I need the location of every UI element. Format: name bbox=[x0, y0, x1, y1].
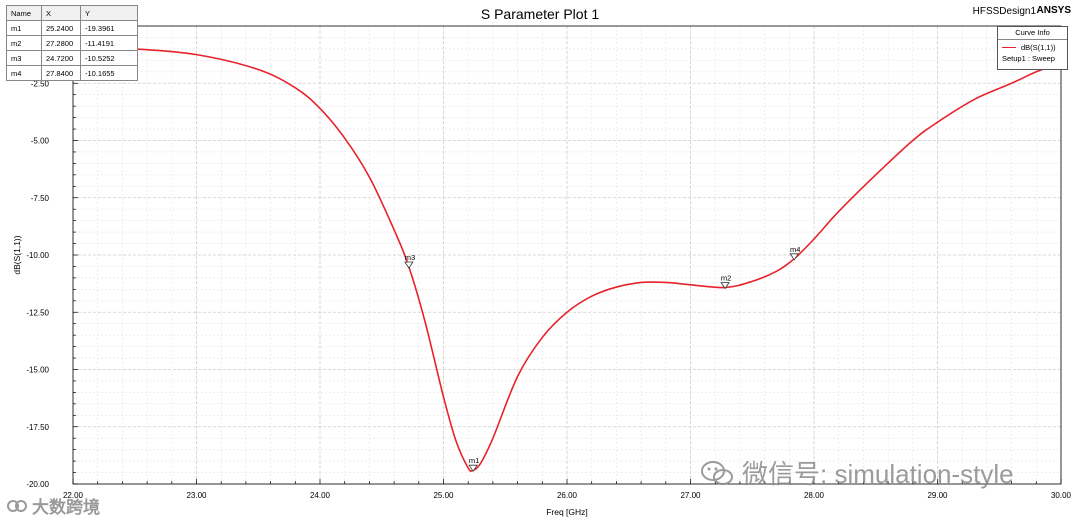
marker-header-name: Name bbox=[6, 5, 42, 21]
x-tick-label: 29.00 bbox=[927, 491, 948, 500]
x-tick-label: 26.00 bbox=[557, 491, 578, 500]
y-tick-label: -7.50 bbox=[31, 194, 50, 203]
x-tick-label: 25.00 bbox=[433, 491, 454, 500]
marker-label: m2 bbox=[721, 273, 731, 282]
marker-row: m4 27.8400 -10.1655 bbox=[6, 65, 138, 81]
marker-name: m1 bbox=[6, 20, 42, 36]
marker-table: Name X Y m1 25.2400 -19.3961 m2 27.2800 … bbox=[6, 5, 138, 81]
x-tick-label: 24.00 bbox=[310, 491, 331, 500]
logo-text: 大数跨境 bbox=[32, 498, 100, 517]
marker-label: m3 bbox=[405, 253, 415, 262]
marker-header-y: Y bbox=[80, 5, 138, 21]
y-tick-label: -15.00 bbox=[26, 366, 49, 375]
watermark-text: 微信号: simulation-style bbox=[742, 459, 1014, 489]
logo-icon bbox=[7, 499, 27, 512]
marker-y: -11.4191 bbox=[80, 35, 138, 51]
y-tick-label: -10.00 bbox=[26, 251, 49, 260]
chart-title: S Parameter Plot 1 bbox=[480, 6, 600, 22]
x-tick-label: 30.00 bbox=[1051, 491, 1072, 500]
legend-header: Curve Info bbox=[998, 27, 1067, 40]
y-tick-label: -17.50 bbox=[26, 423, 49, 432]
bottom-logo: 大数跨境 bbox=[6, 493, 100, 518]
marker-y: -10.5252 bbox=[80, 50, 138, 66]
marker-triangle bbox=[468, 464, 478, 472]
y-tick-label: -20.00 bbox=[26, 480, 49, 489]
marker-triangle bbox=[720, 282, 730, 290]
curve-info-legend[interactable]: Curve Info dB(S(1,1)) Setup1 : Sweep bbox=[997, 26, 1068, 70]
marker-table-header: Name X Y bbox=[6, 5, 138, 21]
marker-x: 24.7200 bbox=[41, 50, 81, 66]
marker-y: -19.3961 bbox=[80, 20, 138, 36]
x-tick-label: 27.00 bbox=[680, 491, 701, 500]
marker-triangle bbox=[789, 253, 799, 261]
marker-triangle bbox=[404, 261, 414, 269]
marker-label: m4 bbox=[790, 245, 800, 254]
marker-y: -10.1655 bbox=[80, 65, 138, 81]
y-tick-label: -2.50 bbox=[31, 79, 50, 88]
marker-row: m1 25.2400 -19.3961 bbox=[6, 20, 138, 36]
design-label: HFSSDesign1 bbox=[972, 6, 1036, 17]
y-tick-label: -12.50 bbox=[26, 308, 49, 317]
x-tick-label: 23.00 bbox=[186, 491, 207, 500]
marker-x: 27.8400 bbox=[41, 65, 81, 81]
x-tick-label: 22.00 bbox=[63, 491, 84, 500]
wechat-icon bbox=[701, 460, 733, 485]
watermark: 微信号: simulation-style bbox=[700, 454, 1014, 491]
marker-header-x: X bbox=[41, 5, 81, 21]
legend-entry[interactable]: dB(S(1,1)) bbox=[998, 40, 1067, 52]
marker-name: m2 bbox=[6, 35, 42, 51]
marker-row: m2 27.2800 -11.4191 bbox=[6, 35, 138, 51]
marker-label: m1 bbox=[469, 456, 479, 465]
legend-series-label: dB(S(1,1)) bbox=[1021, 43, 1056, 52]
plot-frame bbox=[72, 25, 1062, 485]
y-axis-label: dB(S(1,1)) bbox=[12, 235, 22, 274]
brand-label: ANSYS bbox=[1036, 5, 1071, 16]
marker-name: m3 bbox=[6, 50, 42, 66]
marker-row: m3 24.7200 -10.5252 bbox=[6, 50, 138, 66]
x-axis-label: Freq [GHz] bbox=[546, 507, 588, 517]
x-tick-label: 28.00 bbox=[804, 491, 825, 500]
legend-setup-label: Setup1 : Sweep bbox=[1002, 54, 1055, 63]
marker-x: 25.2400 bbox=[41, 20, 81, 36]
y-tick-label: -5.00 bbox=[31, 137, 50, 146]
marker-x: 27.2800 bbox=[41, 35, 81, 51]
marker-name: m4 bbox=[6, 65, 42, 81]
series-line bbox=[72, 45, 1062, 472]
legend-swatch bbox=[1002, 47, 1016, 48]
